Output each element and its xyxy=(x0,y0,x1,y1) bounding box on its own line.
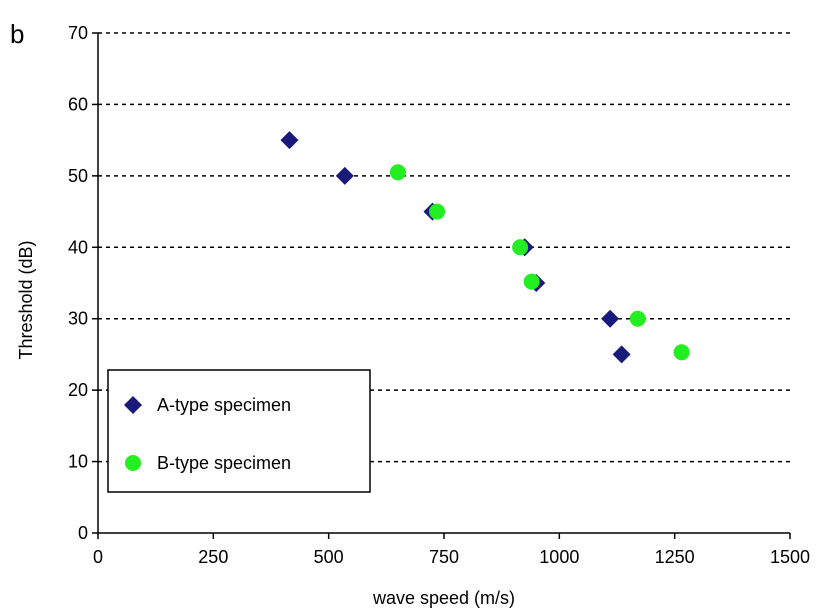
legend-marker-a-type xyxy=(124,396,142,414)
y-axis-label: Threshold (dB) xyxy=(16,240,36,359)
panel-label: b xyxy=(10,19,24,49)
y-tick-label-50: 50 xyxy=(68,166,88,186)
data-points xyxy=(280,131,690,364)
x-tick-label-250: 250 xyxy=(198,547,228,567)
legend-marker-b-type xyxy=(125,455,141,471)
b-type-point-1 xyxy=(389,164,406,181)
b-type-point-6 xyxy=(673,344,690,361)
a-type-point-1 xyxy=(280,131,299,150)
a-type-point-7 xyxy=(612,345,631,364)
x-tick-label-0: 0 xyxy=(93,547,103,567)
legend-label-b-type: B-type specimen xyxy=(157,453,291,473)
y-tick-label-0: 0 xyxy=(78,523,88,543)
x-tick-label-750: 750 xyxy=(429,547,459,567)
b-type-point-3 xyxy=(512,239,529,256)
x-axis-label: wave speed (m/s) xyxy=(372,588,515,608)
y-tick-label-20: 20 xyxy=(68,380,88,400)
b-type-point-2 xyxy=(429,203,446,220)
x-tick-label-500: 500 xyxy=(314,547,344,567)
x-tick-label-1500: 1500 xyxy=(770,547,810,567)
y-tick-label-10: 10 xyxy=(68,452,88,472)
y-tick-label-30: 30 xyxy=(68,309,88,329)
x-axis-ticks: 0 250 500 750 1000 1250 1500 xyxy=(93,533,810,567)
b-type-point-4 xyxy=(523,273,540,290)
a-type-point-2 xyxy=(335,166,354,185)
legend-box xyxy=(107,369,371,493)
legend-label-a-type: A-type specimen xyxy=(157,395,291,415)
x-tick-label-1250: 1250 xyxy=(655,547,695,567)
y-tick-label-70: 70 xyxy=(68,23,88,43)
a-type-point-6 xyxy=(601,309,620,328)
y-tick-label-40: 40 xyxy=(68,237,88,257)
b-type-point-5 xyxy=(629,310,646,327)
legend-items: A-type specimen B-type specimen xyxy=(124,395,291,473)
y-axis-ticks: 0 10 20 30 40 50 60 70 xyxy=(68,23,98,543)
legend: A-type specimen B-type specimen xyxy=(107,369,371,493)
y-tick-label-60: 60 xyxy=(68,94,88,114)
x-tick-label-1000: 1000 xyxy=(539,547,579,567)
